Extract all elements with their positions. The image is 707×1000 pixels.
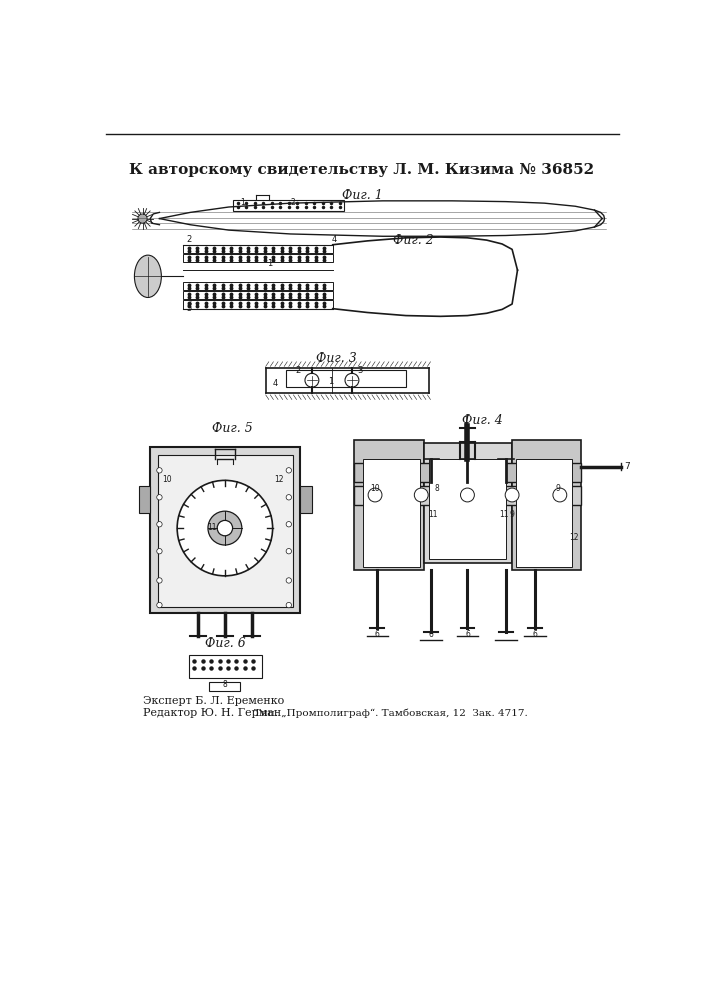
Bar bbox=[182, 245, 333, 253]
Bar bbox=[209, 682, 240, 691]
Circle shape bbox=[157, 468, 162, 473]
Circle shape bbox=[286, 602, 291, 608]
Bar bbox=[516, 459, 572, 567]
Bar bbox=[182, 254, 333, 262]
Text: Фиг. 2: Фиг. 2 bbox=[393, 234, 434, 247]
Text: 9: 9 bbox=[555, 484, 560, 493]
Bar bbox=[182, 300, 333, 309]
Circle shape bbox=[157, 522, 162, 527]
Circle shape bbox=[157, 549, 162, 554]
Bar bbox=[139, 486, 150, 513]
Text: 4: 4 bbox=[332, 235, 337, 244]
Text: 1: 1 bbox=[267, 259, 272, 268]
Circle shape bbox=[414, 488, 428, 502]
Circle shape bbox=[286, 578, 291, 583]
Text: 7: 7 bbox=[624, 462, 629, 471]
Circle shape bbox=[305, 373, 319, 387]
Circle shape bbox=[138, 214, 147, 223]
Text: Фиг. 5: Фиг. 5 bbox=[212, 422, 253, 434]
Text: 10: 10 bbox=[163, 475, 172, 484]
Bar bbox=[354, 486, 581, 505]
Circle shape bbox=[157, 578, 162, 583]
Text: 11: 11 bbox=[428, 510, 438, 519]
Bar bbox=[429, 459, 506, 559]
Text: 2: 2 bbox=[187, 235, 192, 244]
Circle shape bbox=[286, 549, 291, 554]
Text: 1: 1 bbox=[240, 198, 245, 207]
Text: 1: 1 bbox=[463, 416, 467, 425]
Text: 2: 2 bbox=[296, 366, 300, 375]
Circle shape bbox=[217, 520, 233, 536]
Bar bbox=[300, 486, 312, 513]
Text: 11: 11 bbox=[207, 523, 216, 532]
Circle shape bbox=[286, 495, 291, 500]
Circle shape bbox=[506, 488, 519, 502]
Text: 6: 6 bbox=[429, 630, 433, 639]
Text: Редактор Ю. Н. Герман: Редактор Ю. Н. Герман bbox=[143, 708, 281, 718]
Bar bbox=[286, 370, 406, 387]
Circle shape bbox=[157, 495, 162, 500]
Bar bbox=[423, 443, 512, 563]
Ellipse shape bbox=[134, 255, 161, 297]
Text: Фиг. 4: Фиг. 4 bbox=[462, 414, 503, 427]
Text: 11: 11 bbox=[500, 510, 509, 519]
Text: 5: 5 bbox=[187, 304, 192, 313]
Circle shape bbox=[157, 602, 162, 608]
Text: 12: 12 bbox=[274, 475, 284, 484]
Bar bbox=[182, 282, 333, 290]
Bar bbox=[363, 459, 420, 567]
Bar bbox=[233, 200, 344, 211]
Circle shape bbox=[553, 488, 567, 502]
Bar bbox=[158, 455, 293, 607]
Text: 8: 8 bbox=[223, 680, 227, 689]
Bar bbox=[354, 463, 581, 482]
Text: 2: 2 bbox=[291, 198, 295, 207]
Bar bbox=[189, 655, 262, 678]
Text: 3: 3 bbox=[357, 366, 362, 375]
Text: 4: 4 bbox=[272, 379, 278, 388]
Bar bbox=[354, 440, 423, 570]
Text: Фиг. 3: Фиг. 3 bbox=[316, 352, 357, 365]
Circle shape bbox=[345, 373, 359, 387]
Text: Фиг. 1: Фиг. 1 bbox=[341, 189, 382, 202]
Circle shape bbox=[208, 511, 242, 545]
Bar bbox=[150, 447, 300, 613]
Circle shape bbox=[368, 488, 382, 502]
Bar bbox=[512, 440, 581, 570]
Text: Тип. „Промполиграф“. Тамбовская, 12  Зак. 4717.: Тип. „Промполиграф“. Тамбовская, 12 Зак.… bbox=[254, 708, 527, 718]
Text: 6: 6 bbox=[533, 630, 537, 639]
Circle shape bbox=[177, 480, 273, 576]
Text: К авторскому свидетельству Л. М. Кизима № 36852: К авторскому свидетельству Л. М. Кизима … bbox=[129, 163, 595, 177]
Circle shape bbox=[460, 488, 474, 502]
Text: 6: 6 bbox=[465, 630, 470, 639]
Text: 3: 3 bbox=[187, 299, 192, 308]
Text: 8: 8 bbox=[434, 484, 439, 493]
Circle shape bbox=[286, 468, 291, 473]
Text: 1: 1 bbox=[328, 377, 333, 386]
Text: Эксперт Б. Л. Еременко: Эксперт Б. Л. Еременко bbox=[143, 696, 284, 706]
Text: 9: 9 bbox=[510, 510, 515, 519]
Bar bbox=[182, 291, 333, 299]
Circle shape bbox=[286, 522, 291, 527]
Text: 10: 10 bbox=[370, 484, 380, 493]
Text: 6: 6 bbox=[375, 630, 380, 639]
Text: 12: 12 bbox=[569, 533, 578, 542]
Text: Фиг. 6: Фиг. 6 bbox=[204, 637, 245, 650]
